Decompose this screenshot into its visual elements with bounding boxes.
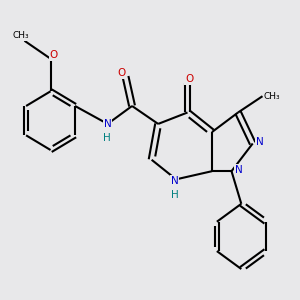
Text: CH₃: CH₃ (263, 92, 280, 101)
Text: H: H (103, 133, 111, 142)
Text: CH₃: CH₃ (13, 32, 29, 40)
Text: O: O (185, 74, 193, 84)
Text: N: N (104, 119, 112, 129)
Text: N: N (171, 176, 178, 186)
Text: N: N (256, 137, 264, 147)
Text: O: O (118, 68, 126, 78)
Text: H: H (171, 190, 178, 200)
Text: O: O (50, 50, 58, 60)
Text: N: N (235, 165, 243, 175)
